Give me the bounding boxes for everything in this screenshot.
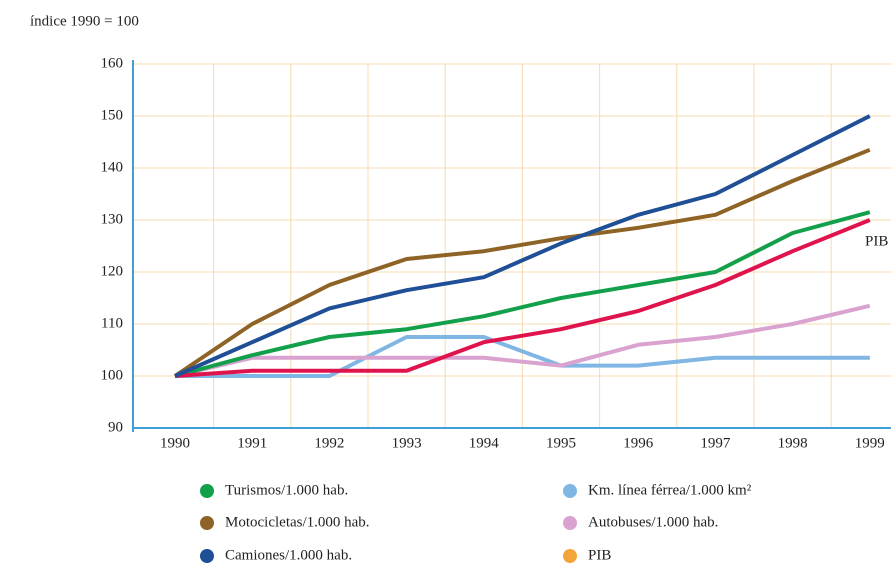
legend-marker [563, 516, 577, 530]
legend-marker [200, 484, 214, 498]
x-tick-label: 1990 [160, 435, 190, 451]
legend-marker [200, 516, 214, 530]
legend-label: Turismos/1.000 hab. [225, 482, 348, 498]
series-line [174, 210, 871, 378]
y-tick-label: 160 [101, 55, 124, 71]
legend-marker [563, 549, 577, 563]
series-line [173, 147, 871, 378]
legend-label: Camiones/1.000 hab. [225, 547, 352, 563]
chart-subtitle: índice 1990 = 100 [30, 13, 139, 29]
x-tick-label: 1994 [469, 435, 500, 451]
legend-label: PIB [588, 547, 611, 563]
y-tick-label: 100 [101, 367, 124, 383]
y-tick-label: 140 [101, 159, 124, 175]
y-tick-label: 120 [101, 263, 124, 279]
annotation: PIB [865, 233, 888, 249]
series-line [175, 335, 870, 378]
legend-label: Km. línea férrea/1.000 km² [588, 482, 752, 498]
legend-label: Motocicletas/1.000 hab. [225, 514, 370, 530]
x-tick-label: 1993 [392, 435, 422, 451]
x-tick-label: 1996 [623, 435, 654, 451]
y-tick-label: 150 [101, 107, 124, 123]
x-tick-label: 1991 [237, 435, 267, 451]
y-tick-label: 90 [108, 419, 123, 435]
y-tick-label: 130 [101, 211, 124, 227]
x-tick-label: 1997 [700, 435, 731, 451]
x-tick-label: 1999 [855, 435, 885, 451]
x-tick-label: 1992 [314, 435, 344, 451]
legend-marker [200, 549, 214, 563]
x-tick-label: 1998 [778, 435, 808, 451]
legend-marker [563, 484, 577, 498]
legend-label: Autobuses/1.000 hab. [588, 514, 718, 530]
series-line [174, 218, 871, 378]
y-tick-label: 110 [101, 315, 123, 331]
x-tick-label: 1995 [546, 435, 576, 451]
series-line [174, 114, 871, 378]
series-line [174, 303, 871, 378]
